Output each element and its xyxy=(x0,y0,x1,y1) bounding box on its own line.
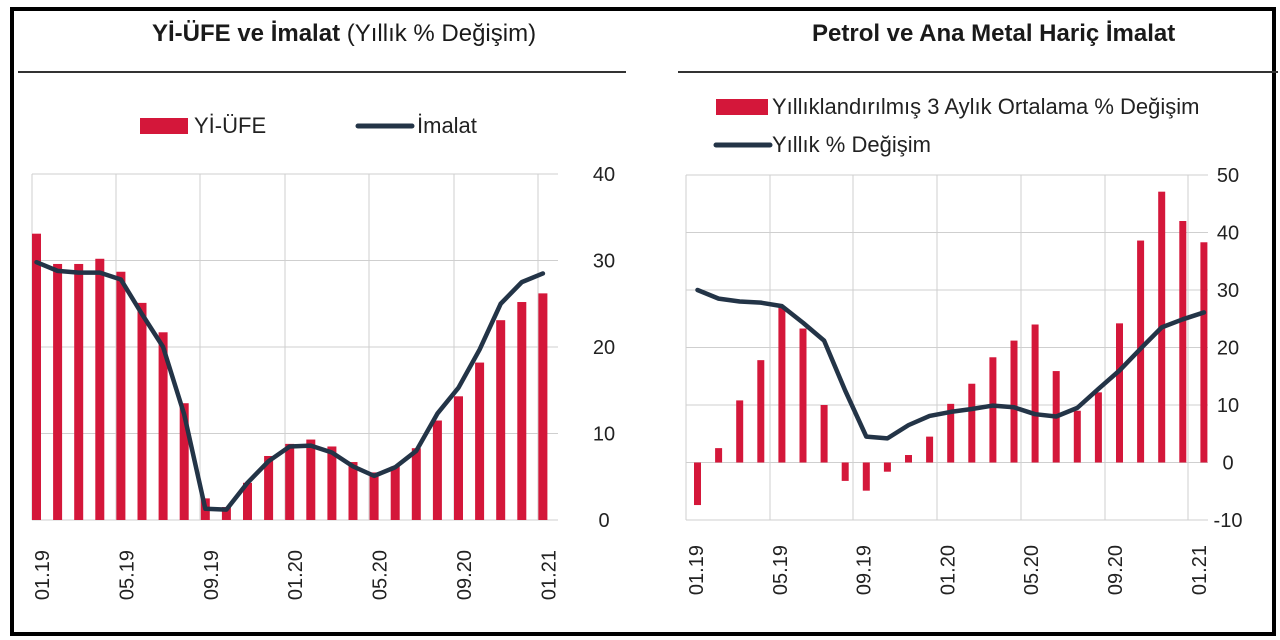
right-title-rule xyxy=(678,71,1278,73)
left-bar xyxy=(53,263,63,520)
left-bar xyxy=(390,466,400,520)
right-x-tick-label: 01.19 xyxy=(686,545,708,595)
left-legend-bar-swatch xyxy=(140,118,188,134)
left-bar xyxy=(517,302,527,520)
left-x-tick-label: 01.19 xyxy=(32,550,54,600)
left-bar xyxy=(496,320,506,520)
left-series-line xyxy=(34,259,546,512)
right-bar xyxy=(1200,242,1208,463)
right-legend-bar-swatch xyxy=(716,99,768,115)
right-chart-title: Petrol ve Ana Metal Hariç İmalat xyxy=(812,20,1175,48)
right-legend-label: Yıllık % Değişim xyxy=(772,132,931,157)
right-bar xyxy=(1116,323,1123,463)
right-y-tick-label: 10 xyxy=(1217,395,1239,417)
right-bar xyxy=(841,462,849,481)
right-bar xyxy=(820,405,828,463)
left-x-tick-label: 01.21 xyxy=(538,550,560,600)
right-series-line xyxy=(695,287,1207,441)
right-bar xyxy=(883,462,891,472)
figure-frame xyxy=(10,7,1276,636)
left-y-tick-label: 40 xyxy=(593,164,615,186)
left-legend-label: Yİ-ÜFE xyxy=(194,113,266,138)
right-y-tick-label: 20 xyxy=(1217,338,1239,360)
right-bar xyxy=(1094,392,1102,463)
right-bar xyxy=(715,448,723,463)
right-x-tick-label: 05.19 xyxy=(770,545,792,595)
right-title-bold: Petrol ve Ana Metal Hariç İmalat xyxy=(812,20,1176,47)
left-y-tick-label: 0 xyxy=(598,510,609,532)
left-bar xyxy=(243,482,252,520)
right-y-tick-label: 50 xyxy=(1217,165,1239,187)
left-y-tick-label: 20 xyxy=(593,337,615,359)
right-bar xyxy=(799,328,807,463)
left-legend-label: İmalat xyxy=(417,113,477,138)
left-bar xyxy=(221,507,231,520)
right-bar xyxy=(947,403,955,463)
left-bar xyxy=(74,263,84,520)
right-x-tick-label: 05.20 xyxy=(1021,545,1043,595)
right-y-tick-label: 30 xyxy=(1217,280,1239,302)
left-title-bold: Yİ-ÜFE ve İmalat xyxy=(152,20,341,47)
left-bar xyxy=(369,472,379,520)
left-y-tick-label: 30 xyxy=(593,251,615,273)
left-x-tick-label: 01.20 xyxy=(285,550,307,600)
right-bar xyxy=(1010,340,1018,463)
right-bar xyxy=(694,462,701,506)
left-bar xyxy=(285,443,295,520)
left-title-normal: (Yıllık % Değişim) xyxy=(340,20,537,47)
right-y-tick-label: 0 xyxy=(1222,453,1233,475)
right-x-tick-label: 01.20 xyxy=(937,545,959,595)
left-bar xyxy=(475,362,485,520)
left-chart-title: Yİ-ÜFE ve İmalat (Yıllık % Değişim) xyxy=(152,20,536,48)
left-y-tick-label: 10 xyxy=(593,424,615,446)
right-bar xyxy=(1179,221,1187,463)
left-bar xyxy=(538,293,548,520)
left-bar xyxy=(116,271,126,520)
left-bar xyxy=(432,420,442,520)
left-bar xyxy=(158,332,168,520)
right-x-tick-label: 09.19 xyxy=(854,545,876,595)
left-bar xyxy=(179,403,189,520)
left-bar xyxy=(95,258,105,520)
right-y-tick-label: -10 xyxy=(1214,510,1243,532)
right-x-tick-label: 01.21 xyxy=(1189,545,1211,595)
right-bar xyxy=(757,360,765,463)
right-bar xyxy=(1031,324,1039,463)
left-x-tick-label: 09.20 xyxy=(454,550,476,600)
right-x-tick-label: 09.20 xyxy=(1105,545,1127,595)
left-bar xyxy=(137,302,147,520)
right-bar xyxy=(968,383,976,463)
right-bar xyxy=(926,436,934,463)
right-bar xyxy=(862,462,870,491)
right-bar xyxy=(905,455,912,463)
left-bar xyxy=(454,396,463,520)
right-bar xyxy=(1073,410,1081,463)
left-bar xyxy=(327,446,337,520)
right-y-tick-label: 40 xyxy=(1217,223,1239,245)
left-bar xyxy=(348,462,358,520)
left-bar xyxy=(306,439,316,520)
left-bar xyxy=(411,448,421,520)
left-x-tick-label: 05.19 xyxy=(116,550,138,600)
left-title-rule xyxy=(18,71,626,73)
left-x-tick-label: 05.20 xyxy=(370,550,392,600)
right-bar xyxy=(736,400,744,463)
right-bar xyxy=(778,307,786,463)
left-bar xyxy=(32,233,41,520)
left-bar xyxy=(264,455,274,520)
right-bar xyxy=(989,357,997,463)
right-legend-label: Yıllıklandırılmış 3 Aylık Ortalama % Değ… xyxy=(772,94,1200,119)
left-x-tick-label: 09.19 xyxy=(201,550,223,600)
